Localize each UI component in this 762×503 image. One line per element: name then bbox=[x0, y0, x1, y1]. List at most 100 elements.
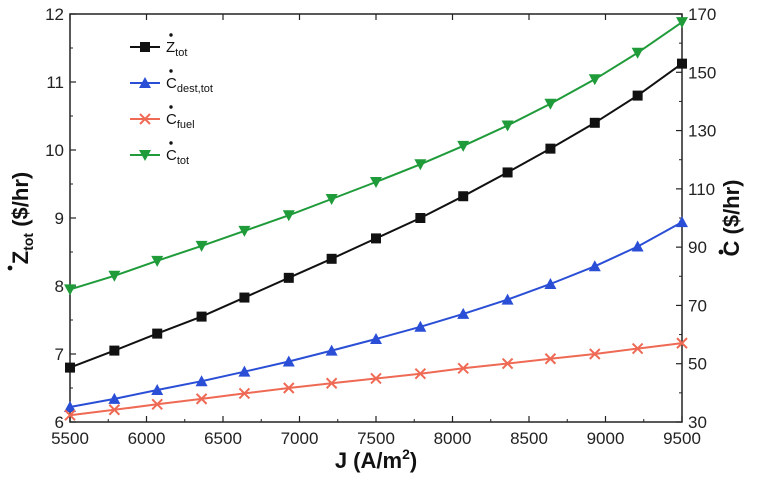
legend-dot bbox=[169, 141, 173, 145]
y-axis-left-title-dot bbox=[7, 265, 13, 271]
data-point bbox=[544, 98, 557, 110]
x-tick-label: 7000 bbox=[281, 429, 319, 448]
legend-dot bbox=[169, 105, 173, 109]
data-point bbox=[501, 357, 514, 370]
legend-dot bbox=[169, 69, 173, 73]
series-group bbox=[64, 17, 688, 421]
data-point bbox=[632, 90, 643, 101]
data-point bbox=[283, 272, 294, 283]
data-point bbox=[631, 342, 644, 355]
data-point bbox=[283, 382, 295, 394]
x-tick-label: 8500 bbox=[510, 429, 548, 448]
legend-entry: Ctot bbox=[166, 147, 189, 167]
data-point bbox=[631, 47, 644, 59]
data-point bbox=[152, 328, 163, 339]
y-right-tick-label: 150 bbox=[688, 63, 716, 82]
y-right-tick-label: 110 bbox=[688, 180, 715, 199]
x-tick-label: 7500 bbox=[357, 429, 395, 448]
legend-marker bbox=[139, 150, 151, 161]
y-right-tick-label: 30 bbox=[688, 413, 707, 432]
data-point bbox=[238, 365, 251, 377]
data-point bbox=[195, 375, 208, 387]
data-point bbox=[64, 401, 76, 413]
data-point bbox=[238, 387, 251, 400]
data-point bbox=[370, 333, 382, 345]
data-point bbox=[65, 362, 75, 373]
data-point bbox=[239, 292, 250, 303]
data-point bbox=[414, 368, 427, 380]
data-point bbox=[108, 270, 121, 282]
y-right-tick-label: 130 bbox=[688, 122, 716, 141]
data-point bbox=[282, 355, 295, 367]
x-tick-label: 6500 bbox=[204, 429, 242, 448]
y-axis-right-title: C ($/hr) bbox=[719, 179, 744, 256]
legend-marker bbox=[139, 113, 151, 125]
data-point bbox=[325, 344, 338, 356]
data-point bbox=[108, 404, 121, 416]
data-point bbox=[589, 348, 601, 360]
data-point bbox=[151, 384, 164, 396]
data-point bbox=[676, 17, 688, 29]
y-right-tick-label: 70 bbox=[688, 296, 707, 315]
series-line-C_tot bbox=[69, 21, 683, 291]
data-point bbox=[195, 393, 208, 405]
y-left-tick-label: 9 bbox=[55, 209, 64, 228]
data-point bbox=[588, 260, 601, 272]
series-line-Z_tot bbox=[69, 62, 683, 369]
y-axis-right-title-group: C ($/hr) bbox=[718, 179, 744, 257]
legend-marker bbox=[139, 77, 151, 88]
data-point bbox=[326, 253, 337, 264]
y-left-tick-label: 10 bbox=[45, 141, 64, 160]
y-axis-right: 30 50 70 90 110 130 150 170 bbox=[676, 5, 716, 432]
data-point bbox=[676, 216, 688, 228]
legend: Ztot Cdest,tot Cfuel Ctot bbox=[130, 33, 213, 167]
data-point bbox=[545, 143, 556, 154]
data-point bbox=[544, 353, 557, 365]
data-point bbox=[458, 191, 469, 202]
x-tick-label: 6000 bbox=[128, 429, 166, 448]
data-point bbox=[501, 120, 514, 132]
data-point bbox=[414, 159, 427, 171]
data-point bbox=[544, 277, 557, 289]
data-point bbox=[457, 307, 470, 319]
data-point bbox=[64, 284, 76, 296]
data-point bbox=[370, 372, 382, 385]
data-point bbox=[195, 240, 208, 252]
data-point bbox=[282, 210, 295, 222]
data-point bbox=[371, 233, 381, 244]
data-point bbox=[414, 320, 427, 332]
legend-dot bbox=[169, 33, 173, 37]
y-right-tick-label: 50 bbox=[688, 355, 707, 374]
x-tick-label: 8000 bbox=[434, 429, 472, 448]
y-right-tick-label: 170 bbox=[688, 5, 716, 24]
x-axis-title: J (A/m2) bbox=[335, 446, 417, 473]
legend-marker bbox=[140, 42, 150, 52]
data-point bbox=[501, 293, 514, 305]
data-point bbox=[457, 140, 470, 152]
y-axis-left-title: Ztot ($/hr) bbox=[8, 172, 36, 264]
data-point bbox=[238, 225, 251, 237]
y-left-tick-label: 11 bbox=[46, 73, 64, 92]
data-point bbox=[64, 409, 76, 421]
data-point bbox=[676, 337, 688, 349]
data-point bbox=[151, 255, 164, 267]
data-point bbox=[325, 193, 338, 205]
y-left-tick-label: 6 bbox=[55, 413, 64, 432]
data-point bbox=[631, 240, 644, 252]
data-point bbox=[457, 362, 469, 374]
legend-entry: Cdest,tot bbox=[166, 75, 213, 95]
data-point bbox=[109, 345, 120, 356]
x-tick-label: 5500 bbox=[51, 429, 89, 448]
data-point bbox=[415, 213, 426, 223]
legend-entry: Cfuel bbox=[166, 111, 195, 131]
y-left-tick-label: 12 bbox=[45, 5, 64, 24]
x-tick-label: 9000 bbox=[587, 429, 625, 448]
data-point bbox=[370, 176, 382, 188]
y-left-tick-label: 7 bbox=[55, 345, 64, 364]
y-axis-left-title-group: Ztot ($/hr) bbox=[7, 172, 36, 271]
data-point bbox=[677, 58, 687, 69]
data-point bbox=[108, 392, 121, 404]
y-right-tick-label: 90 bbox=[688, 238, 707, 257]
data-point bbox=[589, 117, 600, 128]
